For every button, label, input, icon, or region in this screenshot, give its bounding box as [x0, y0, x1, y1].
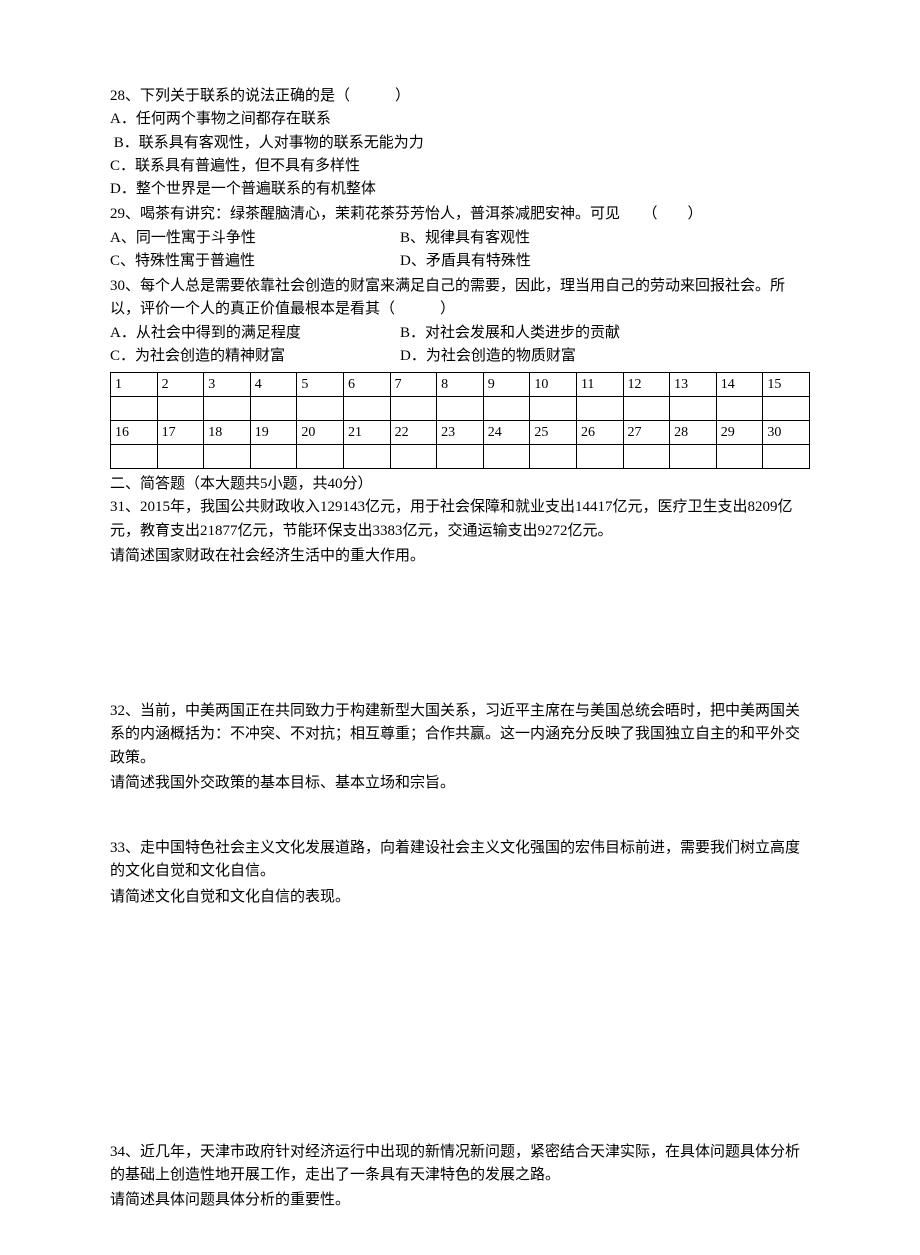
answer-space	[110, 570, 810, 700]
cell: 9	[483, 373, 530, 397]
question-33: 33、走中国特色社会主义文化发展道路，向着建设社会主义文化强国的宏伟目标前进，需…	[110, 837, 810, 909]
cell: 24	[483, 421, 530, 445]
cell: 12	[623, 373, 670, 397]
cell: 17	[157, 421, 204, 445]
cell: 18	[204, 421, 251, 445]
q31-body: 31、2015年，我国公共财政收入129143亿元，用于社会保障和就业支出144…	[110, 496, 810, 543]
question-32: 32、当前，中美两国正在共同致力于构建新型大国关系，习近平主席在与美国总统会晤时…	[110, 700, 810, 795]
q30-opt-d: D．为社会创造的物质财富	[400, 345, 576, 368]
cell: 21	[343, 421, 390, 445]
cell: 8	[437, 373, 484, 397]
table-row: 1 2 3 4 5 6 7 8 9 10 11 12 13 14 15	[111, 373, 810, 397]
cell: 26	[576, 421, 623, 445]
q34-body: 34、近几年，天津市政府针对经济运行中出现的新情况新问题，紧密结合天津实际，在具…	[110, 1141, 810, 1188]
q28-opt-c: C．联系具有普遍性，但不具有多样性	[110, 155, 810, 178]
question-30: 30、每个人总是需要依靠社会创造的财富来满足自己的需要，因此，理当用自己的劳动来…	[110, 275, 810, 368]
section-2-header: 二、简答题（本大题共5小题，共40分）	[110, 473, 810, 496]
q33-prompt: 请简述文化自觉和文化自信的表现。	[110, 886, 810, 909]
q32-prompt: 请简述我国外交政策的基本目标、基本立场和宗旨。	[110, 772, 810, 795]
q30-stem: 30、每个人总是需要依靠社会创造的财富来满足自己的需要，因此，理当用自己的劳动来…	[110, 275, 810, 322]
cell: 23	[437, 421, 484, 445]
q29-stem: 29、喝茶有讲究：绿茶醒脑清心，茉莉花茶芬芳怡人，普洱茶减肥安神。可见 （ ）	[110, 203, 810, 226]
cell: 4	[250, 373, 297, 397]
cell: 20	[297, 421, 344, 445]
q29-opt-b: B、规律具有客观性	[400, 227, 530, 250]
q28-opt-a: A．任何两个事物之间都存在联系	[110, 108, 810, 131]
cell: 15	[763, 373, 810, 397]
cell: 5	[297, 373, 344, 397]
table-row: 16 17 18 19 20 21 22 23 24 25 26 27 28 2…	[111, 421, 810, 445]
q30-opt-b: B．对社会发展和人类进步的贡献	[400, 322, 620, 345]
q28-stem: 28、下列关于联系的说法正确的是（ ）	[110, 85, 810, 108]
q30-opt-a: A．从社会中得到的满足程度	[110, 322, 400, 345]
cell: 6	[343, 373, 390, 397]
q34-prompt: 请简述具体问题具体分析的重要性。	[110, 1189, 810, 1212]
cell: 28	[670, 421, 717, 445]
table-row	[111, 445, 810, 469]
q31-prompt: 请简述国家财政在社会经济生活中的重大作用。	[110, 545, 810, 568]
cell: 19	[250, 421, 297, 445]
cell: 14	[716, 373, 763, 397]
q28-opt-b: B．联系具有客观性，人对事物的联系无能为力	[110, 132, 810, 155]
cell: 7	[390, 373, 437, 397]
question-29: 29、喝茶有讲究：绿茶醒脑清心，茉莉花茶芬芳怡人，普洱茶减肥安神。可见 （ ） …	[110, 203, 810, 273]
question-34: 34、近几年，天津市政府针对经济运行中出现的新情况新问题，紧密结合天津实际，在具…	[110, 1141, 810, 1213]
answer-space	[110, 911, 810, 1141]
cell: 11	[576, 373, 623, 397]
q30-opt-c: C．为社会创造的精神财富	[110, 345, 400, 368]
q33-body: 33、走中国特色社会主义文化发展道路，向着建设社会主义文化强国的宏伟目标前进，需…	[110, 837, 810, 884]
table-row	[111, 397, 810, 421]
question-31: 31、2015年，我国公共财政收入129143亿元，用于社会保障和就业支出144…	[110, 496, 810, 568]
answer-grid: 1 2 3 4 5 6 7 8 9 10 11 12 13 14 15 16 1…	[110, 372, 810, 469]
cell: 25	[530, 421, 577, 445]
cell: 2	[157, 373, 204, 397]
q29-opt-c: C、特殊性寓于普遍性	[110, 250, 400, 273]
cell: 29	[716, 421, 763, 445]
cell: 10	[530, 373, 577, 397]
cell: 22	[390, 421, 437, 445]
cell: 1	[111, 373, 158, 397]
question-28: 28、下列关于联系的说法正确的是（ ） A．任何两个事物之间都存在联系 B．联系…	[110, 85, 810, 201]
cell: 30	[763, 421, 810, 445]
cell: 3	[204, 373, 251, 397]
cell: 13	[670, 373, 717, 397]
answer-space	[110, 797, 810, 837]
q29-opt-d: D、矛盾具有特殊性	[400, 250, 531, 273]
q29-opt-a: A、同一性寓于斗争性	[110, 227, 400, 250]
cell: 16	[111, 421, 158, 445]
cell: 27	[623, 421, 670, 445]
q28-opt-d: D．整个世界是一个普遍联系的有机整体	[110, 178, 810, 201]
q32-body: 32、当前，中美两国正在共同致力于构建新型大国关系，习近平主席在与美国总统会晤时…	[110, 700, 810, 770]
